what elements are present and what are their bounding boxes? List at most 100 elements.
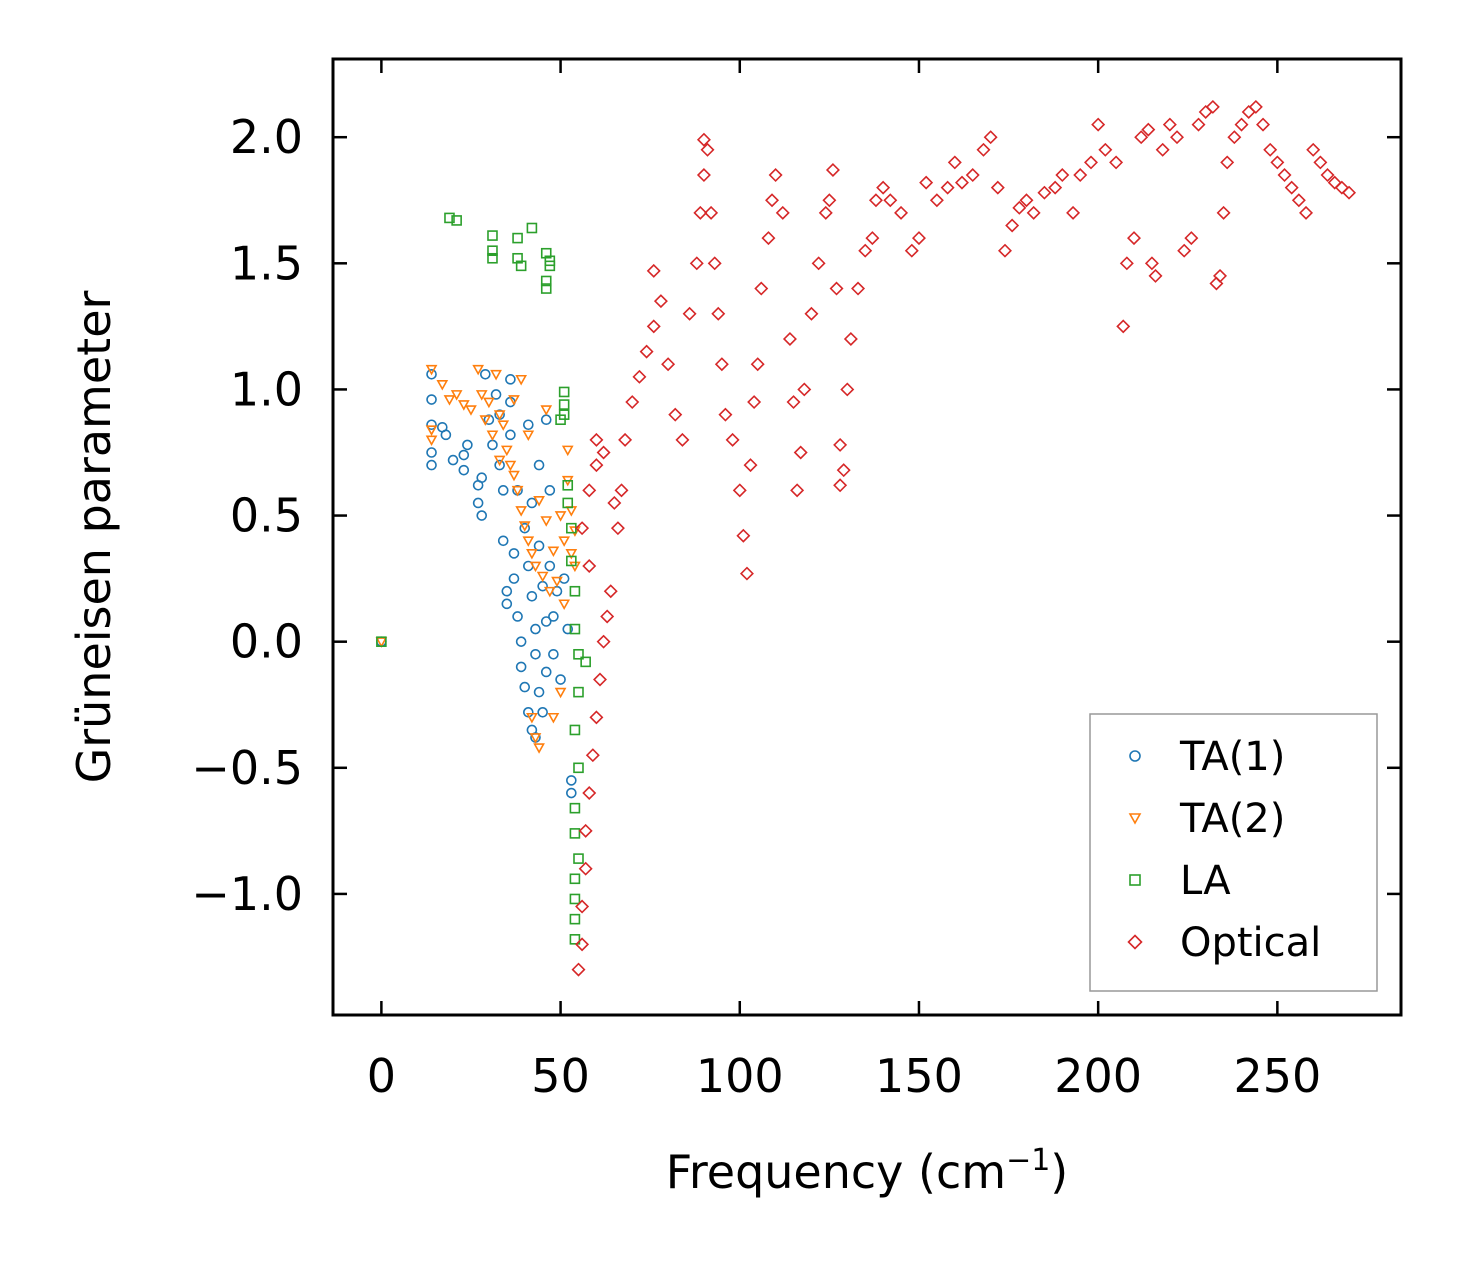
data-point xyxy=(526,548,538,560)
data-point xyxy=(607,495,622,510)
data-point xyxy=(1213,268,1227,283)
data-point xyxy=(548,648,559,660)
data-point xyxy=(1184,231,1199,246)
data-point xyxy=(575,937,590,952)
data-point xyxy=(533,686,545,698)
data-point xyxy=(475,390,488,401)
data-point xyxy=(515,636,527,647)
legend-label: Optical xyxy=(1180,920,1321,966)
data-point xyxy=(761,231,776,246)
data-point xyxy=(522,536,535,547)
data-point xyxy=(704,205,719,220)
data-point xyxy=(1098,142,1113,157)
data-point xyxy=(614,483,629,498)
data-point xyxy=(1119,256,1134,271)
x-tick-label: 50 xyxy=(531,1049,590,1103)
data-point xyxy=(540,666,552,678)
data-point xyxy=(447,454,459,466)
data-point xyxy=(990,180,1005,195)
data-point xyxy=(653,294,668,309)
data-point xyxy=(1019,193,1034,208)
data-point xyxy=(1205,99,1220,114)
data-point xyxy=(582,559,597,573)
data-point xyxy=(458,449,470,461)
data-point xyxy=(833,478,848,493)
data-point xyxy=(725,432,740,447)
data-point xyxy=(494,459,505,471)
data-point xyxy=(515,661,527,673)
data-point xyxy=(530,648,541,660)
data-point xyxy=(768,168,783,183)
data-point xyxy=(858,243,873,258)
data-point xyxy=(580,656,591,668)
data-point xyxy=(483,397,495,409)
data-point xyxy=(548,611,559,622)
data-point xyxy=(682,306,697,321)
data-point xyxy=(589,710,604,725)
data-point xyxy=(1109,155,1124,170)
data-point xyxy=(775,205,790,220)
data-point xyxy=(947,155,962,170)
x-axis-label-close: ) xyxy=(1050,1145,1068,1199)
data-point xyxy=(426,447,437,458)
data-point xyxy=(561,445,574,457)
data-point xyxy=(465,405,477,416)
data-point xyxy=(487,230,498,241)
data-point xyxy=(632,369,647,384)
data-point xyxy=(578,823,593,838)
y-tick-label: 0.0 xyxy=(230,615,303,669)
data-point xyxy=(865,231,880,246)
legend-item: TA(2) xyxy=(1128,796,1285,842)
data-point xyxy=(1342,185,1357,200)
y-tick-label: 1.0 xyxy=(230,362,303,416)
data-point xyxy=(558,573,570,584)
data-point xyxy=(1334,180,1349,195)
data-point xyxy=(983,130,998,145)
data-point xyxy=(544,260,556,272)
data-point xyxy=(825,163,840,177)
x-tick-label: 0 xyxy=(367,1049,396,1103)
data-point xyxy=(487,245,498,257)
plot-frame xyxy=(331,57,1403,1017)
data-point xyxy=(450,390,463,401)
data-point xyxy=(833,437,848,452)
data-point xyxy=(696,132,711,147)
data-point xyxy=(714,357,729,372)
data-point xyxy=(689,256,704,271)
data-point xyxy=(554,511,567,522)
data-point xyxy=(840,382,855,397)
data-point xyxy=(533,743,545,754)
y-axis-label: Grüneisen parameter xyxy=(67,290,121,783)
data-point xyxy=(533,459,545,471)
data-point xyxy=(515,374,528,386)
data-point xyxy=(954,175,969,190)
data-point xyxy=(804,306,819,321)
legend-marker xyxy=(1128,813,1142,825)
data-point xyxy=(519,681,531,693)
ticks-layer: 0 50 100 150 200 250 −1.0 −0.5 0.0 0.5 1.0 1.5 2.0 xyxy=(191,59,1401,1103)
data-point xyxy=(476,510,488,521)
data-point xyxy=(1191,117,1206,132)
data-point xyxy=(1306,142,1321,157)
data-point xyxy=(822,193,837,208)
data-point xyxy=(562,623,574,635)
data-point xyxy=(797,382,812,397)
data-point xyxy=(558,399,570,410)
marks-layer xyxy=(375,99,1357,977)
data-point xyxy=(483,414,495,426)
x-tick-label: 200 xyxy=(1054,1049,1142,1103)
data-point xyxy=(566,787,577,799)
data-point xyxy=(511,485,524,497)
data-point xyxy=(529,733,542,744)
data-point xyxy=(533,496,545,507)
data-point xyxy=(790,483,805,498)
data-point xyxy=(700,142,715,157)
data-point xyxy=(1170,130,1184,145)
data-point xyxy=(505,429,516,441)
data-point xyxy=(376,636,387,647)
data-point xyxy=(472,497,484,509)
data-point xyxy=(582,786,597,801)
data-point xyxy=(375,637,388,648)
legend-marker xyxy=(1127,934,1143,950)
data-point xyxy=(1291,193,1306,208)
